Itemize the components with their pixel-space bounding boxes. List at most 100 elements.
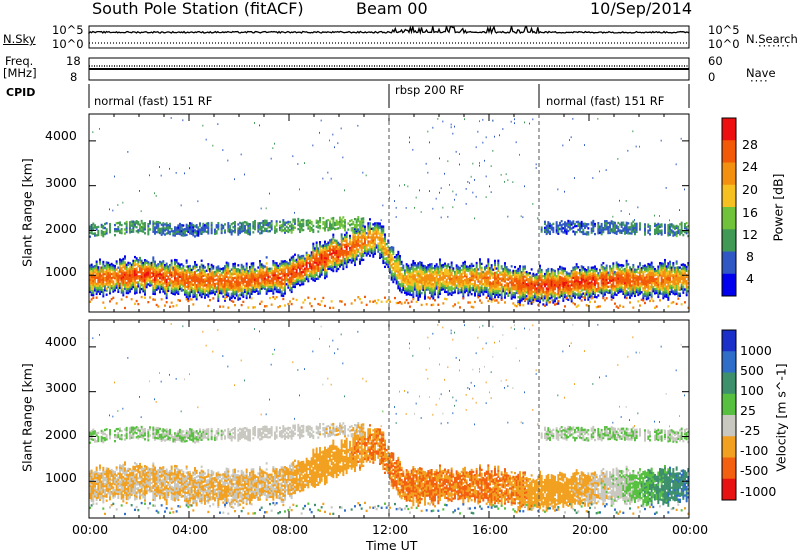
power-cell [94, 285, 96, 288]
power-cell [152, 284, 155, 287]
power-cell [180, 275, 183, 278]
power-cell [107, 275, 110, 279]
power-cell [234, 292, 236, 296]
power-cell [262, 264, 265, 267]
power-cell [195, 277, 198, 281]
power-cell [322, 244, 325, 247]
power-cell [264, 277, 266, 280]
power-cell [232, 287, 235, 290]
power-cell [480, 301, 483, 304]
power-cell [100, 280, 103, 283]
power-cell [152, 228, 155, 231]
power-cell [264, 279, 266, 282]
power-cell [210, 283, 213, 287]
power-cell [269, 279, 271, 282]
power-cell [110, 298, 113, 301]
power-cell [92, 228, 95, 231]
power-cell [267, 267, 270, 271]
power-cell [335, 259, 338, 263]
power-cell [269, 229, 271, 233]
power-cell [299, 275, 301, 279]
power-cell [562, 299, 565, 302]
power-cell [280, 270, 283, 273]
power-cell [347, 228, 350, 231]
power-cell [295, 278, 298, 282]
power-cell [284, 223, 286, 226]
power-cell [334, 146, 335, 149]
power-cell [92, 281, 95, 285]
power-cell [177, 284, 180, 287]
power-cell [115, 260, 118, 263]
power-cell [142, 226, 145, 229]
power-cell [112, 296, 115, 299]
power-cell [292, 259, 295, 262]
power-cell [144, 232, 146, 235]
power-cell [257, 226, 260, 229]
power-cell [177, 282, 180, 285]
power-cell [325, 259, 328, 262]
power-cell [302, 274, 305, 278]
power-cell [337, 227, 340, 230]
power-cell [179, 232, 181, 236]
power-cell [329, 243, 331, 246]
power-cell [167, 225, 170, 229]
power-cell [360, 238, 363, 242]
power-cell [147, 273, 150, 276]
power-cell [134, 274, 136, 277]
power-cell [319, 271, 321, 274]
power-cell [369, 218, 371, 221]
power-cell [300, 265, 303, 268]
power-cell [275, 296, 278, 299]
power-cell [485, 175, 487, 178]
power-cell [162, 222, 165, 225]
power-cell [359, 262, 361, 265]
power-cell [230, 229, 233, 232]
power-cell [90, 226, 93, 229]
power-cell [249, 231, 251, 234]
velocity-cb-tick-25: 25 [740, 403, 756, 418]
power-cell [239, 225, 241, 229]
power-cell [327, 267, 330, 271]
power-cell [292, 255, 295, 258]
power-cell [237, 223, 240, 226]
power-cell [115, 284, 118, 287]
power-cell [187, 226, 190, 230]
power-cell [319, 249, 321, 252]
power-cell [134, 221, 136, 224]
power-cell [207, 263, 210, 266]
power-cell [119, 231, 121, 234]
power-cell [344, 218, 346, 222]
power-cell [120, 231, 123, 235]
power-cell [139, 227, 141, 230]
power-cell [464, 262, 466, 266]
power-cell [102, 230, 105, 234]
power-cell [220, 280, 223, 283]
power-cell [194, 285, 196, 288]
power-cell [487, 299, 490, 303]
power-cell [264, 305, 266, 308]
cpid-segment-3: normal (fast) 151 RF [546, 94, 665, 108]
xtick-2000: 20:00 [572, 522, 609, 537]
power-cell [315, 249, 318, 252]
power-cell [95, 290, 98, 294]
power-cell [125, 230, 128, 234]
power-cell [419, 295, 421, 298]
power-cell [399, 184, 400, 187]
power-cell [120, 269, 123, 272]
power-cell [289, 225, 291, 228]
power-cell [450, 123, 452, 126]
power-cell [120, 223, 123, 227]
power-cell [345, 239, 348, 242]
power-cell [154, 230, 156, 233]
power-cell [247, 292, 250, 295]
power-cell [509, 273, 511, 276]
power-cell [287, 272, 290, 275]
power-cell [95, 270, 98, 273]
power-cell [247, 222, 250, 226]
power-cell [307, 227, 310, 230]
power-cell [192, 275, 195, 278]
power-cell [312, 224, 315, 228]
power-cell [95, 274, 98, 277]
power-cell [217, 293, 220, 296]
